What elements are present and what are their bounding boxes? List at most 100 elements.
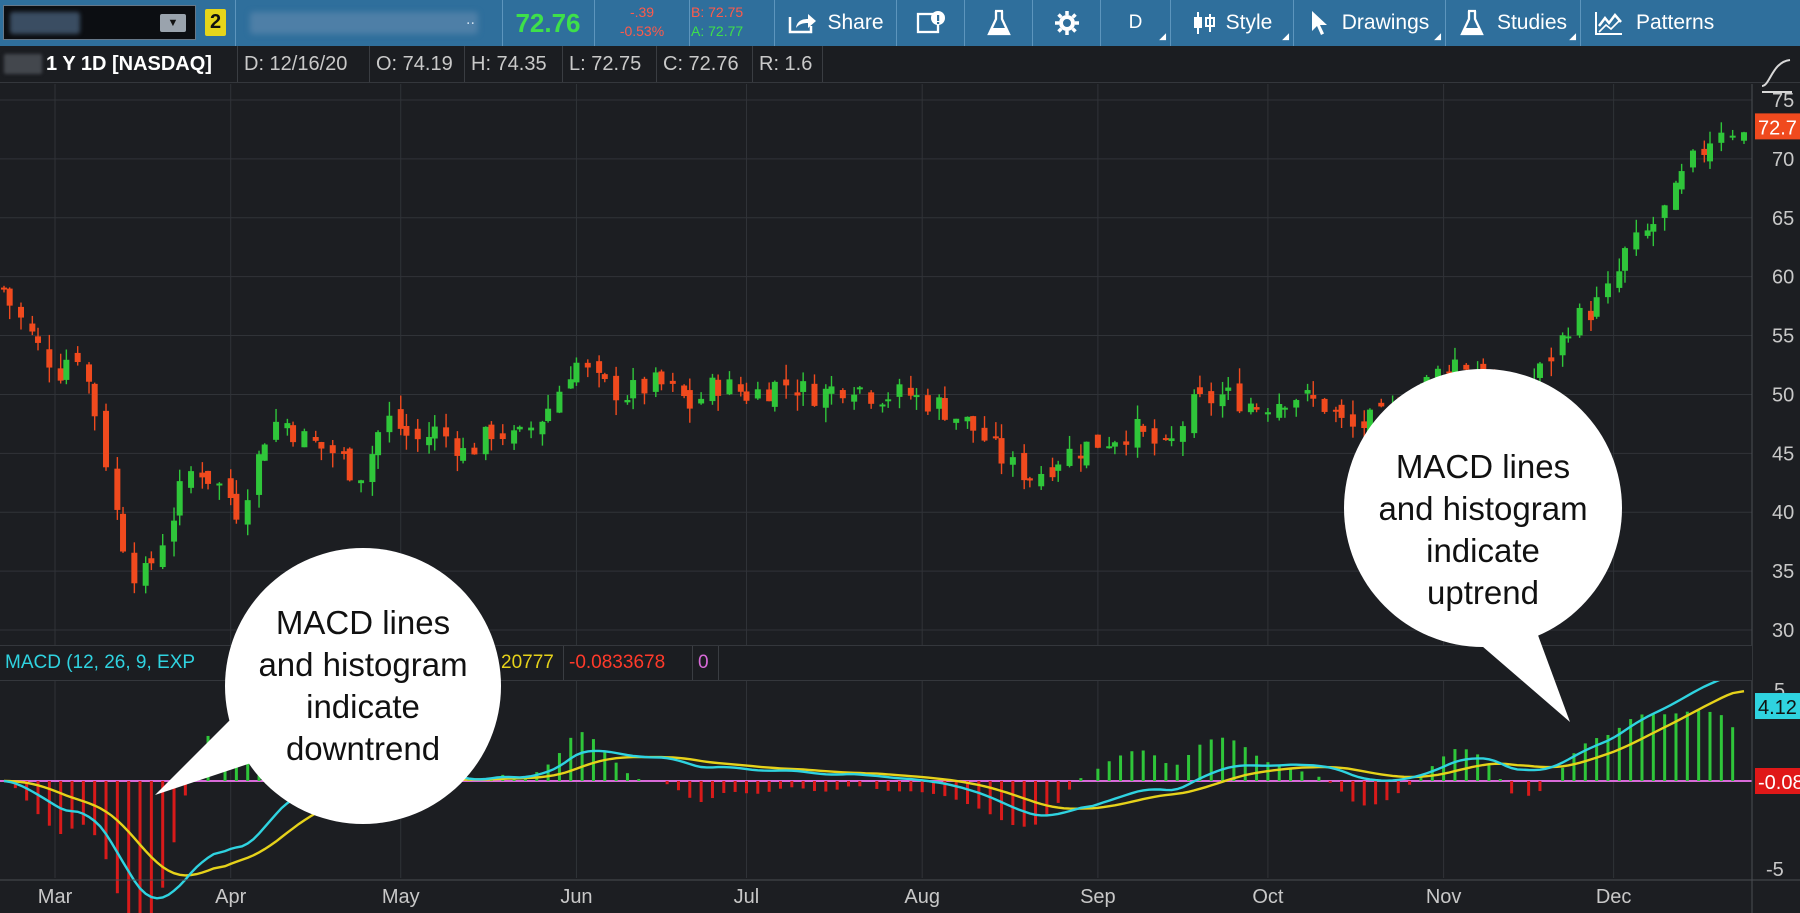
settings-button[interactable]	[1033, 0, 1101, 46]
patterns-button[interactable]: Patterns	[1581, 0, 1800, 46]
macd-histogram-bar	[70, 781, 74, 829]
candle-body	[1310, 395, 1317, 399]
price-tick-label: 50	[1772, 384, 1794, 406]
candle-body	[953, 418, 960, 423]
corner-arrow-icon: ◢	[1569, 31, 1576, 41]
macd-histogram-bar	[535, 772, 539, 781]
candle-body	[1247, 403, 1254, 413]
chevron-down-icon[interactable]: ▼	[160, 14, 186, 32]
macd-histogram-bar	[812, 781, 816, 792]
candle-body	[375, 432, 382, 456]
chart-info-button[interactable]	[897, 0, 965, 46]
candle-body	[471, 447, 478, 455]
candle-body	[992, 436, 999, 439]
macd-histogram-bar	[954, 781, 958, 800]
cursor-arrow-icon	[1311, 11, 1327, 35]
candle-body	[1140, 425, 1147, 432]
candle-body	[539, 421, 546, 435]
drawings-button[interactable]: Drawings ◢	[1294, 0, 1446, 46]
macd-histogram-bar	[688, 781, 692, 798]
macd-study-name[interactable]: MACD (12, 26, 9, EXP	[0, 646, 235, 680]
candle-body	[924, 395, 931, 412]
macd-histogram-bar	[1340, 781, 1344, 792]
flask-button[interactable]	[965, 0, 1033, 46]
candle-body	[86, 364, 93, 382]
candle-body	[1021, 452, 1028, 481]
candle-body	[1689, 150, 1696, 168]
candle-body	[652, 372, 659, 392]
candle-body	[1491, 372, 1498, 382]
macd-histogram-bar	[1583, 743, 1587, 781]
symbol-selector[interactable]: ▼	[3, 5, 196, 40]
candle-body	[114, 468, 121, 510]
candle-body	[1508, 393, 1515, 403]
candle-body	[698, 398, 705, 404]
macd-histogram-bar	[512, 776, 516, 781]
macd-histogram-bar	[489, 777, 493, 781]
candle-body	[46, 349, 53, 368]
macd-histogram-bar	[183, 781, 187, 796]
candle-body	[1123, 441, 1130, 445]
month-tick-label: Jul	[734, 886, 760, 908]
candle-body	[431, 426, 438, 439]
candle-body	[329, 445, 336, 454]
candle-body	[686, 390, 693, 409]
month-tick-label: Sep	[1080, 886, 1116, 908]
macd-histogram-bar	[161, 781, 165, 888]
macd-histogram-bar	[1396, 781, 1400, 794]
bar-close: C: 72.76	[657, 46, 753, 82]
candle-body	[1480, 363, 1487, 378]
callout-line: and histogram	[1378, 490, 1588, 527]
month-tick-label: Dec	[1596, 886, 1632, 908]
candle-body	[358, 480, 365, 484]
link-group-badge[interactable]: 2	[205, 9, 226, 36]
candle-body	[516, 426, 523, 430]
candle-body	[1321, 398, 1328, 412]
candle-body	[907, 387, 914, 396]
macd-histogram-bar	[1096, 768, 1100, 781]
candle-body	[584, 362, 591, 368]
candle-body	[1077, 455, 1084, 459]
macd-histogram-bar	[733, 781, 737, 792]
candle-body	[545, 408, 552, 422]
net-change: -.39	[629, 4, 655, 20]
macd-histogram-bar	[93, 781, 97, 836]
macd-histogram-bar	[1697, 710, 1701, 781]
candle-body	[1, 287, 7, 290]
macd-histogram-bar	[676, 781, 680, 791]
aggregation-button[interactable]: D ◢	[1101, 0, 1171, 46]
candle-body	[1106, 446, 1113, 449]
candle-body	[1446, 371, 1453, 374]
macd-histogram-bar	[501, 774, 505, 781]
macd-histogram-bar	[988, 781, 992, 815]
macd-histogram-bar	[1510, 781, 1514, 794]
style-button[interactable]: Style ◢	[1171, 0, 1294, 46]
macd-histogram-bar	[1209, 739, 1213, 781]
macd-histogram-bar	[1022, 781, 1026, 827]
share-button[interactable]: Share	[775, 0, 897, 46]
candle-body	[482, 426, 489, 455]
candle-body	[936, 397, 943, 409]
macd-histogram-bar	[909, 781, 913, 792]
candle-body	[811, 383, 818, 406]
macd-histogram-bar	[1498, 779, 1502, 781]
macd-histogram-bar	[127, 781, 131, 913]
candle-body	[1706, 143, 1713, 162]
candle-body	[709, 377, 716, 402]
macd-histogram-bar	[1453, 749, 1457, 781]
candle-body	[1474, 370, 1481, 373]
candle-body	[1678, 171, 1685, 190]
candle-body	[851, 394, 858, 402]
candle-body	[556, 391, 563, 413]
callout-line: indicate	[306, 688, 420, 725]
candle-body	[341, 451, 348, 454]
candle-body	[1701, 148, 1708, 155]
symbol-text-redacted	[10, 12, 80, 34]
macd-histogram-bar	[195, 756, 199, 781]
studies-button[interactable]: Studies ◢	[1446, 0, 1581, 46]
candle-body	[1536, 363, 1543, 378]
macd-histogram-bar	[1000, 781, 1004, 821]
macd-histogram-bar	[1351, 781, 1355, 802]
share-label: Share	[827, 11, 884, 34]
candle-body	[1604, 283, 1611, 298]
